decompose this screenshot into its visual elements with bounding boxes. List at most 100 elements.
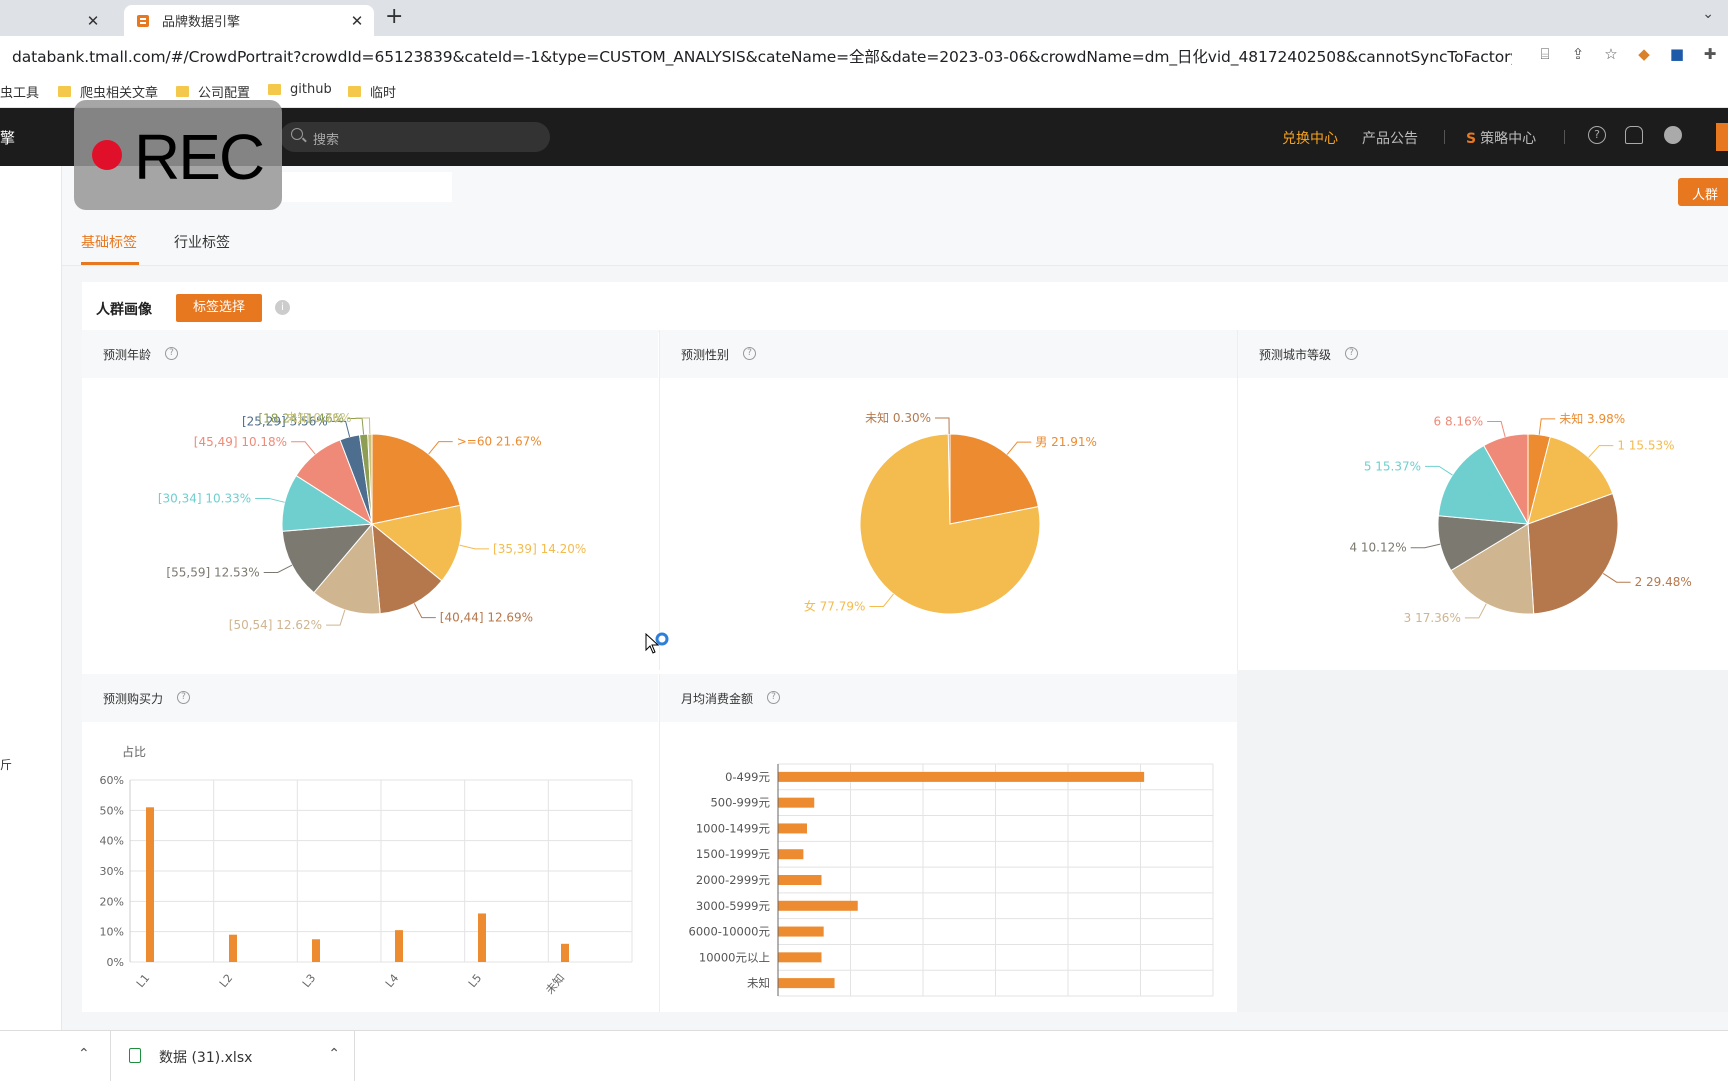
bar[interactable] xyxy=(778,849,804,860)
bar[interactable] xyxy=(778,823,807,834)
pie-label: [25,29] 3.56% xyxy=(242,414,328,428)
download-item[interactable]: 数据 (31).xlsx ⌃ xyxy=(110,1031,355,1081)
panel-purchase: 预测购买力 ? 占比 0% 10% 20% 30% 40% 50% 60% L1 L2 L3 L4 L5… xyxy=(82,674,658,1012)
panel-gender: 预测性别 ? 男 21.91% 女 77.79% 未知 0.30% xyxy=(659,330,1237,670)
pie-slice[interactable] xyxy=(1450,523,1535,615)
puzzle-icon[interactable]: ✚ xyxy=(1703,45,1717,63)
pie-slice[interactable] xyxy=(281,523,374,594)
new-tab-icon[interactable]: + xyxy=(385,4,404,29)
x-tick-label: L3 xyxy=(300,972,318,990)
pie-label: [45,49] 10.18% xyxy=(194,435,287,449)
nav-action-edge[interactable] xyxy=(1716,123,1728,151)
pie-slice[interactable] xyxy=(1527,436,1614,525)
y-tick-label: 50% xyxy=(100,804,124,817)
url-field[interactable]: databank.tmall.com/#/CrowdPortrait?crowd… xyxy=(12,48,1512,66)
y-tick-label: 2000-2999元 xyxy=(696,873,771,887)
bar[interactable] xyxy=(778,875,822,885)
pie-label-line xyxy=(355,417,371,435)
y-tick-label: 30% xyxy=(100,865,124,878)
x-tick-label: L2 xyxy=(217,972,235,990)
browser-tab-active[interactable]: 品牌数据引擎 ✕ xyxy=(124,5,374,36)
pie-label: [55,59] 12.53% xyxy=(166,565,259,579)
y-tick-label: 0% xyxy=(107,956,124,969)
pie-slice[interactable] xyxy=(1527,492,1619,615)
pie-label: 4 10.12% xyxy=(1349,541,1406,555)
downloads-bar: ⌃ 数据 (31).xlsx ⌃ xyxy=(0,1030,1728,1081)
bookmark-folder[interactable]: 临时 xyxy=(348,82,396,101)
pie-slice[interactable] xyxy=(367,433,373,525)
bookmark-folder[interactable]: github xyxy=(268,82,332,97)
bar[interactable] xyxy=(312,939,320,962)
extension-shield-icon[interactable]: ◆ xyxy=(1638,45,1650,63)
folder-icon xyxy=(176,86,189,97)
panel-header: 月均消费金额 ? xyxy=(660,674,1237,722)
bar[interactable] xyxy=(561,943,569,962)
bar[interactable] xyxy=(778,952,822,963)
pie-slice[interactable] xyxy=(370,504,463,582)
folder-icon xyxy=(348,86,361,97)
pie-slice[interactable] xyxy=(947,433,951,525)
pie-slice[interactable] xyxy=(371,522,443,615)
panel-title: 预测购买力 xyxy=(103,692,164,706)
tab-industry-tags[interactable]: 行业标签 xyxy=(174,235,230,251)
panel-title: 预测年龄 xyxy=(103,348,152,362)
translate-icon[interactable]: ⌸ xyxy=(1540,45,1550,63)
pie-slice[interactable] xyxy=(949,433,1039,525)
page-title-bar: 人群 xyxy=(62,166,1728,216)
app-top-nav: 擎 搜索 兑换中心 产品公告 S 策略中心 ? xyxy=(0,108,1728,166)
nav-link-strategy[interactable]: S 策略中心 xyxy=(1466,131,1537,147)
avatar-icon[interactable] xyxy=(1664,126,1682,144)
panel-title: 月均消费金额 xyxy=(681,692,754,706)
question-icon[interactable]: ? xyxy=(743,347,756,360)
chevron-up-icon[interactable]: ⌃ xyxy=(78,1046,90,1062)
search-input[interactable]: 搜索 xyxy=(280,122,550,152)
bar[interactable] xyxy=(778,771,1145,782)
nav-link-exchange[interactable]: 兑换中心 xyxy=(1282,131,1338,147)
bar[interactable] xyxy=(395,930,403,962)
extension-square-icon[interactable]: ■ xyxy=(1669,45,1685,63)
question-icon[interactable]: ? xyxy=(165,347,178,360)
bar[interactable] xyxy=(146,807,154,962)
bookmark-folder[interactable]: 爬虫相关文章 xyxy=(58,82,158,101)
tag-select-button[interactable]: 标签选择 xyxy=(176,294,262,322)
bar[interactable] xyxy=(778,797,815,808)
bar[interactable] xyxy=(778,926,824,937)
pie-slice[interactable] xyxy=(1483,433,1529,526)
pie-slice[interactable] xyxy=(371,433,461,525)
browser-tab-previous[interactable]: ✕ xyxy=(0,5,122,36)
question-icon[interactable]: ? xyxy=(1345,347,1358,360)
bar[interactable] xyxy=(778,900,858,911)
close-icon[interactable]: ✕ xyxy=(350,12,364,30)
bell-icon[interactable] xyxy=(1625,126,1643,144)
pie-label: 未知 3.98% xyxy=(1559,412,1625,426)
help-icon[interactable]: ? xyxy=(1588,126,1606,144)
pie-label-line xyxy=(263,564,293,573)
panel-header: 预测性别 ? xyxy=(660,330,1237,378)
bar[interactable] xyxy=(478,913,486,962)
share-icon[interactable]: ⇪ xyxy=(1571,45,1585,63)
y-tick-label: 1000-1499元 xyxy=(696,821,771,835)
panel-title: 预测城市等级 xyxy=(1259,348,1332,362)
bookmark-item[interactable]: 虫工具 xyxy=(0,86,40,101)
pie-label: 女 77.79% xyxy=(804,598,866,613)
bookmark-folder[interactable]: 公司配置 xyxy=(176,82,250,101)
star-icon[interactable]: ☆ xyxy=(1604,45,1618,63)
crowd-button[interactable]: 人群 xyxy=(1678,178,1728,206)
nav-link-announcements[interactable]: 产品公告 xyxy=(1362,131,1418,147)
bar[interactable] xyxy=(778,978,835,989)
sidebar: 斤 xyxy=(0,166,62,1030)
question-icon[interactable]: ? xyxy=(177,691,190,704)
bar[interactable] xyxy=(229,934,237,962)
question-icon[interactable]: ? xyxy=(767,691,780,704)
close-icon[interactable]: ✕ xyxy=(86,12,100,30)
y-tick-label: 60% xyxy=(100,774,124,787)
pie-label: [18,24] 1.46% xyxy=(258,411,344,425)
tab-basic-tags[interactable]: 基础标签 xyxy=(81,235,137,251)
chevron-up-icon[interactable]: ⌃ xyxy=(328,1046,340,1062)
cursor-icon xyxy=(645,632,669,654)
sidebar-item-label[interactable]: 斤 xyxy=(0,758,13,772)
pie-slice[interactable] xyxy=(1437,444,1529,525)
folder-icon xyxy=(268,84,281,95)
info-icon[interactable]: i xyxy=(275,300,290,315)
chevron-down-icon[interactable]: ⌄ xyxy=(1702,6,1714,22)
